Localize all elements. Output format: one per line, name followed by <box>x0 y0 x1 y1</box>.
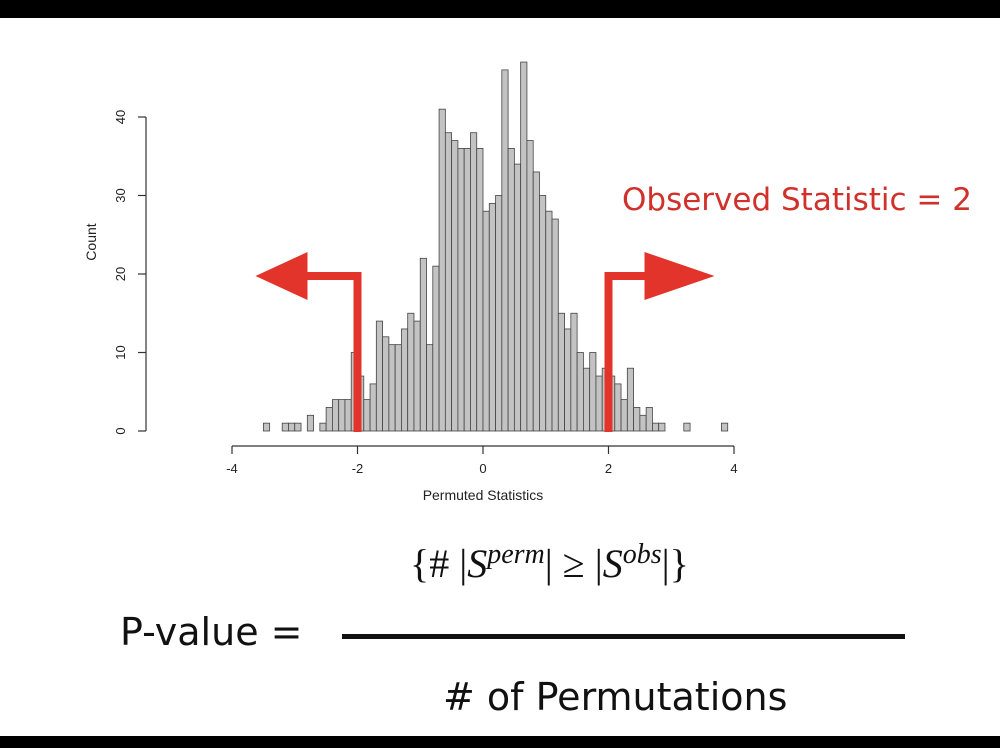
histogram-bar <box>633 407 641 432</box>
histogram-bar <box>306 414 314 432</box>
histogram-bar <box>401 328 409 432</box>
histogram-bar <box>570 312 578 432</box>
histogram-bar <box>557 312 565 432</box>
histogram-bar <box>626 367 635 432</box>
histogram-bar <box>407 312 415 432</box>
y-tick-label: 0 <box>113 427 128 434</box>
histogram-bar <box>281 422 289 432</box>
histogram-bar <box>457 147 465 432</box>
histogram-bar <box>532 171 540 432</box>
histogram-bar <box>288 422 296 432</box>
histogram-bar <box>683 422 691 432</box>
histogram-bar <box>539 195 547 432</box>
numerator-open: {# | <box>410 541 468 586</box>
histogram-bar <box>338 399 346 432</box>
histogram-bar <box>451 140 459 432</box>
histogram-bar <box>482 210 490 432</box>
histogram-bar <box>369 383 377 432</box>
cutoff-arrow-right <box>604 272 647 432</box>
formula-numerator: {# |Sperm| ≥ |Sobs|} <box>410 539 689 587</box>
s-obs-symbol: S <box>602 541 623 586</box>
s-perm-symbol: S <box>467 541 488 586</box>
histogram-bar <box>319 422 327 432</box>
histogram-bar <box>583 367 591 432</box>
histogram-bar <box>589 352 597 432</box>
histogram-bar <box>382 336 390 432</box>
histogram-bar <box>394 344 402 432</box>
y-tick-label: 20 <box>113 267 128 281</box>
histogram-bar <box>331 399 340 432</box>
y-tick-label: 10 <box>113 345 128 359</box>
observed-statistic-label: Observed Statistic = 2 <box>622 182 972 218</box>
histogram-bar <box>438 108 446 432</box>
x-tick-label: 4 <box>730 461 737 476</box>
x-tick-label: 0 <box>479 461 486 476</box>
fraction-bar <box>342 634 905 639</box>
histogram-bar <box>645 407 653 432</box>
histogram-bar <box>507 147 515 432</box>
histogram-bar <box>495 195 503 432</box>
y-tick-label: 40 <box>113 110 128 124</box>
histogram-bar <box>620 399 628 432</box>
numerator-mid: | ≥ | <box>544 541 603 586</box>
x-tick-label: -4 <box>226 461 238 476</box>
histogram-bar <box>576 352 584 432</box>
x-tick-label: 2 <box>605 461 612 476</box>
histogram-bar <box>564 328 572 432</box>
formula-denominator: # of Permutations <box>443 675 788 719</box>
histogram-bar <box>595 375 603 432</box>
x-tick-label: -2 <box>352 461 364 476</box>
histogram-bar <box>545 210 553 432</box>
x-axis-label: Permuted Statistics <box>423 487 544 503</box>
histogram-bar <box>463 147 471 432</box>
histogram-bar <box>652 422 660 432</box>
histogram-bar <box>513 163 522 432</box>
arrowhead-left <box>255 252 308 300</box>
histogram-bar <box>363 399 371 432</box>
histogram-bar <box>432 265 440 432</box>
histogram-bar <box>520 61 528 432</box>
histogram-bar <box>476 147 484 432</box>
obs-superscript: obs <box>622 539 662 570</box>
histogram-bar <box>388 344 396 432</box>
histogram-bar <box>658 422 666 432</box>
histogram-bar <box>375 320 384 432</box>
histogram-bar <box>470 132 478 432</box>
arrowhead-right <box>644 252 715 300</box>
histogram-bar <box>639 414 647 432</box>
histogram-bar <box>501 69 509 432</box>
slide: -4 -2 0 2 4 Permuted Statistics 0 10 20 30 40 Count… <box>0 18 1000 736</box>
histogram-bar <box>419 257 427 432</box>
cutoff-arrow-left <box>307 272 362 432</box>
histogram-bar <box>262 422 271 432</box>
histogram-bar <box>325 407 333 432</box>
histogram-bar <box>294 422 302 432</box>
histogram-bar <box>413 320 421 432</box>
histogram-bar <box>721 422 729 432</box>
numerator-close: |} <box>661 541 689 586</box>
perm-superscript: perm <box>487 539 545 570</box>
histogram-bar <box>344 399 352 432</box>
histogram-bar <box>488 202 496 432</box>
histogram-bar <box>526 140 534 432</box>
pvalue-label: P-value = <box>120 610 303 654</box>
y-axis-label: Count <box>83 223 99 260</box>
histogram-bar <box>614 383 622 432</box>
y-tick-label: 30 <box>113 188 128 202</box>
histogram-bar <box>426 344 434 432</box>
histogram-bar <box>444 132 453 432</box>
histogram-chart: -4 -2 0 2 4 Permuted Statistics 0 10 20 30 40 Count <box>83 61 738 503</box>
histogram-bar <box>551 218 559 432</box>
